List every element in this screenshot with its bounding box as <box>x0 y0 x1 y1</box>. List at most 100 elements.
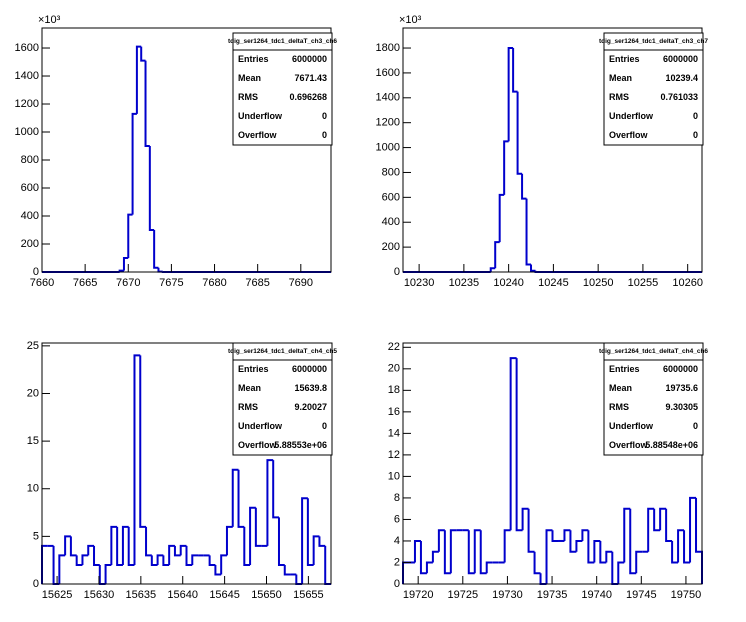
histogram-bin <box>168 544 175 565</box>
histogram-bin <box>131 112 137 215</box>
x-tick-label: 7680 <box>202 277 226 289</box>
histogram-bin <box>425 561 433 574</box>
histogram-bin <box>324 545 331 585</box>
histogram-bin <box>449 529 457 574</box>
histogram-bin <box>473 529 481 574</box>
x-tick-label: 10230 <box>404 277 435 289</box>
histogram-bin <box>516 91 523 175</box>
histogram-bin <box>69 536 77 557</box>
stats-value: 15639.8 <box>294 383 327 393</box>
stats-label: Mean <box>238 73 261 83</box>
histogram-bin <box>225 525 233 556</box>
stats-value: 0 <box>322 111 327 121</box>
stats-label: RMS <box>238 402 258 412</box>
histogram-bin <box>479 530 487 575</box>
histogram-bin <box>489 267 496 272</box>
x-tick-label: 10250 <box>583 277 614 289</box>
y-tick-label: 10 <box>388 470 400 482</box>
histogram-bin <box>402 561 409 584</box>
stats-value: 6000000 <box>292 364 327 374</box>
y-tick-label: 5 <box>33 530 39 542</box>
stats-label: Entries <box>609 54 640 64</box>
y-tick-label: 8 <box>394 492 400 504</box>
x-tick-label: 19720 <box>403 589 434 601</box>
stats-label: Entries <box>238 364 269 374</box>
stats-value: 9.20027 <box>294 402 327 412</box>
stats-label: Underflow <box>609 111 654 121</box>
histogram-bin <box>617 561 625 584</box>
x-tick-label: 7685 <box>245 277 269 289</box>
y-tick-label: 1200 <box>376 117 400 129</box>
histogram-bin <box>179 544 187 556</box>
histogram-bin <box>671 540 679 564</box>
histogram-bin <box>587 530 595 564</box>
histogram-bin <box>110 525 118 565</box>
x-tick-label: 10240 <box>493 277 524 289</box>
frame <box>402 27 703 273</box>
y-tick-label: 4 <box>394 535 400 547</box>
stats-value: 0.696268 <box>289 92 327 102</box>
histogram-bin <box>521 173 527 200</box>
histogram-bin <box>153 230 159 269</box>
stats-label: Mean <box>238 383 261 393</box>
histogram-bin <box>144 60 150 148</box>
histogram-bin <box>140 46 146 62</box>
histogram-bin <box>139 355 147 528</box>
stats-label: Overflow <box>238 440 278 450</box>
x-tick-label: 15635 <box>126 589 157 601</box>
y-tick-label: 200 <box>382 241 400 253</box>
y-tick-label: 800 <box>21 154 39 166</box>
x-tick-label: 19730 <box>492 589 523 601</box>
histogram-bin <box>148 146 155 232</box>
y-tick-label: 1400 <box>15 70 39 82</box>
histogram-bin <box>683 530 691 564</box>
stats-label: RMS <box>609 92 629 102</box>
stats-label: Underflow <box>238 421 283 431</box>
histogram-bin <box>551 530 559 542</box>
y-tick-label: 10 <box>27 483 39 495</box>
histogram-bin <box>599 540 607 564</box>
x-tick-label: 10235 <box>449 277 480 289</box>
stats-label: RMS <box>609 402 629 412</box>
y-tick-label: 25 <box>27 340 39 352</box>
x-tick-label: 19740 <box>581 589 612 601</box>
histogram-bin <box>93 545 100 566</box>
stats-value: 6000000 <box>663 54 698 64</box>
histogram-bin <box>249 506 256 565</box>
stats-title: tdig_ser1264_tdc1_deltaT_ch4_ch5 <box>228 348 337 355</box>
histogram-bin <box>133 354 141 565</box>
y-tick-label: 22 <box>388 341 400 353</box>
histogram-bin <box>512 48 518 93</box>
y-tick-label: 600 <box>382 191 400 203</box>
histogram-bin <box>283 564 291 576</box>
x-tick-label: 7690 <box>289 277 313 289</box>
y-tick-label: 18 <box>388 384 400 396</box>
histogram-bin <box>695 497 703 584</box>
stats-value: 5.88553e+06 <box>274 440 327 450</box>
histogram-bin <box>301 497 308 584</box>
histogram-bin <box>214 564 222 576</box>
x-tick-label: 15645 <box>209 589 240 601</box>
histogram-bin <box>563 529 571 541</box>
exponent-label: ×10³ <box>38 14 61 26</box>
stats-label: RMS <box>238 92 258 102</box>
histogram-bin <box>156 554 164 565</box>
x-tick-label: 7660 <box>30 277 54 289</box>
histogram-bin <box>467 530 475 575</box>
histogram-bin <box>635 550 643 574</box>
histogram-bin <box>503 529 511 563</box>
histogram-bin <box>104 563 112 584</box>
histogram-bin <box>503 140 509 195</box>
y-tick-label: 0 <box>394 266 400 278</box>
histogram-bin <box>443 530 451 575</box>
histogram-bin <box>277 517 285 566</box>
histogram-bin <box>75 555 83 566</box>
histogram-bin <box>525 198 532 266</box>
histogram-bin <box>659 507 667 531</box>
histogram-bin <box>220 554 227 575</box>
histogram-bin <box>677 529 685 563</box>
histogram-bin <box>150 555 158 566</box>
histogram-bin <box>575 539 583 552</box>
histogram-bin <box>515 358 523 532</box>
stats-label: Entries <box>609 364 640 374</box>
